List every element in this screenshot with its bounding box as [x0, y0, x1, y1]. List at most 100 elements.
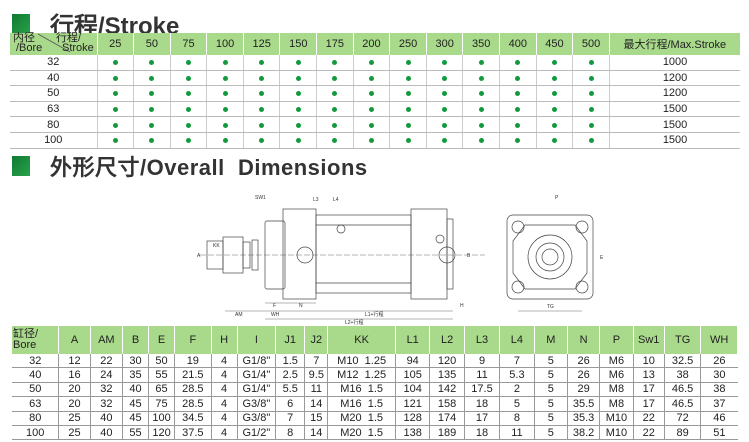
- stroke-header-25: 25: [97, 33, 135, 55]
- dim-cell: 25: [58, 411, 91, 426]
- dim-cell: 5: [534, 396, 568, 412]
- stroke-cell: [133, 132, 171, 149]
- available-dot-icon: [405, 122, 411, 128]
- stroke-cell: [279, 70, 318, 87]
- stroke-cell: [133, 55, 171, 71]
- stroke-cell: [316, 85, 354, 102]
- available-dot-icon: [551, 107, 557, 113]
- dim-cell: 6: [275, 396, 306, 412]
- available-dot-icon: [222, 122, 228, 128]
- corner-bottom-left: /Bore: [16, 42, 43, 54]
- label-am: AM: [235, 312, 243, 318]
- stroke-cell: [316, 101, 354, 118]
- dim-header-11: L1: [395, 326, 431, 354]
- stroke-cell: [97, 85, 135, 102]
- stroke-cell: [133, 101, 171, 118]
- available-dot-icon: [149, 60, 155, 66]
- stroke-cell: [536, 55, 574, 71]
- available-dot-icon: [515, 138, 521, 144]
- table-row: 32 1000: [10, 55, 741, 71]
- stroke-cell: [279, 132, 318, 149]
- stroke-cell: [243, 132, 281, 149]
- label-h: H: [460, 303, 464, 309]
- available-dot-icon: [295, 60, 301, 66]
- available-dot-icon: [442, 107, 448, 113]
- dim-cell: 50: [12, 382, 60, 398]
- dim-cell: 45: [122, 411, 150, 426]
- stroke-cell: [572, 116, 610, 133]
- dim-cell: 17.5: [464, 382, 501, 398]
- stroke-cell: [499, 116, 537, 133]
- available-dot-icon: [185, 75, 191, 81]
- dim-cell: 10: [633, 354, 665, 369]
- available-dot-icon: [368, 75, 374, 81]
- dim-cell: 4: [211, 396, 238, 412]
- dim-cell: 100: [12, 425, 60, 441]
- available-dot-icon: [588, 91, 594, 97]
- available-dot-icon: [332, 122, 338, 128]
- dim-cell: M10: [599, 411, 634, 426]
- dim-cell: M8: [599, 396, 634, 412]
- stroke-cell: [389, 70, 427, 87]
- table-row: 80 1500: [10, 116, 741, 133]
- dim-cell: 4: [211, 367, 238, 383]
- stroke-cell: [279, 55, 318, 71]
- dimensions-title-text: 外形尺寸/Overall Dimensions: [50, 155, 368, 180]
- dim-cell: 18: [464, 396, 501, 412]
- table-row: 40 16 24 35 55 21.5 4 G1/4" 2.5 9.5 M12 1.25 105 135…: [12, 367, 738, 383]
- available-dot-icon: [295, 138, 301, 144]
- available-dot-icon: [112, 91, 118, 97]
- available-dot-icon: [442, 138, 448, 144]
- dim-cell: 18: [464, 425, 501, 441]
- dim-cell: M8: [599, 382, 634, 398]
- dim-cell: M20 1.5: [327, 411, 396, 426]
- dim-cell: G1/8": [237, 354, 277, 369]
- dim-cell: 32.5: [664, 354, 702, 369]
- stroke-cell: [243, 85, 281, 102]
- label-l1: L1+行程: [365, 311, 383, 318]
- available-dot-icon: [112, 122, 118, 128]
- dim-cell: 21.5: [174, 367, 212, 383]
- dim-cell: 4: [211, 382, 238, 398]
- dim-cell: 7: [275, 411, 306, 426]
- available-dot-icon: [222, 138, 228, 144]
- stroke-cell: [536, 70, 574, 87]
- available-dot-icon: [515, 107, 521, 113]
- available-dot-icon: [551, 122, 557, 128]
- max-stroke-cell: 1000: [609, 55, 741, 71]
- stroke-cell: [389, 132, 427, 149]
- stroke-cell: [426, 55, 464, 71]
- available-dot-icon: [259, 60, 265, 66]
- stroke-cell: [536, 85, 574, 102]
- dim-cell: 16: [58, 367, 91, 383]
- available-dot-icon: [368, 138, 374, 144]
- table-row: 63 20 32 45 75 28.5 4 G3/8" 6 14 M16 1.5 121 158 18 5 5…: [12, 396, 738, 412]
- table-row: 40 1200: [10, 70, 741, 87]
- dim-cell: 89: [664, 425, 702, 441]
- dim-cell: 4: [211, 425, 238, 441]
- available-dot-icon: [478, 75, 484, 81]
- stroke-cell: [353, 132, 391, 149]
- available-dot-icon: [149, 75, 155, 81]
- stroke-cell: [572, 55, 610, 71]
- stroke-cell: [97, 55, 135, 71]
- table-row: 32 12 22 30 50 19 4 G1/8" 1.5 7 M10 1.25 94 120 9 7 5 26…: [12, 354, 738, 369]
- bore-cell: 63: [10, 101, 98, 118]
- dim-cell: 17: [464, 411, 501, 426]
- stroke-header-100: 100: [206, 33, 244, 55]
- dim-cell: 2.5: [275, 367, 306, 383]
- available-dot-icon: [185, 91, 191, 97]
- dim-cell: 40: [122, 382, 150, 398]
- dim-cell: 63: [12, 396, 60, 412]
- dim-cell: 38.2: [567, 425, 601, 441]
- stroke-cell: [499, 85, 537, 102]
- dim-cell: 75: [148, 396, 176, 412]
- stroke-header-175: 175: [316, 33, 354, 55]
- max-stroke-cell: 1200: [609, 85, 741, 102]
- dim-cell: 104: [395, 382, 431, 398]
- stroke-cell: [353, 70, 391, 87]
- dim-cell: 11: [464, 367, 501, 383]
- available-dot-icon: [185, 122, 191, 128]
- available-dot-icon: [588, 60, 594, 66]
- dim-header-5: F: [174, 326, 212, 354]
